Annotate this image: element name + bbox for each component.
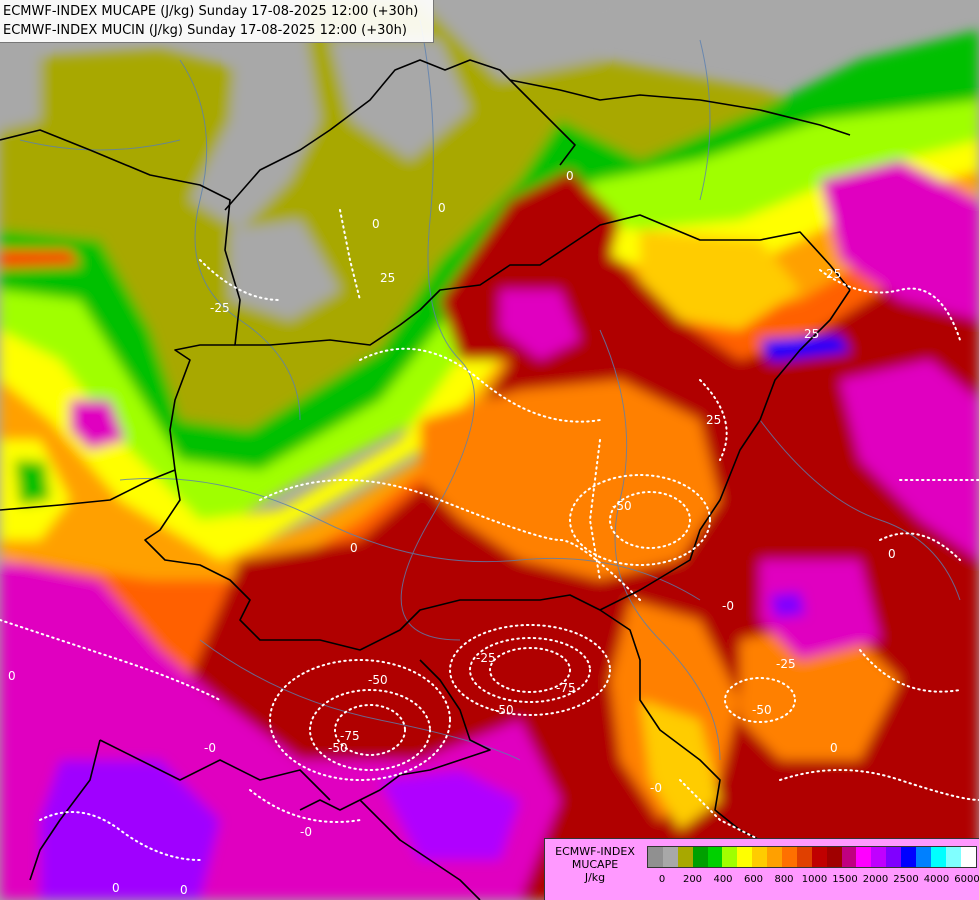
title-line-cin: ECMWF-INDEX MUCIN (J/kg) Sunday 17-08-20…	[3, 23, 407, 38]
legend-tick-label: 800	[774, 874, 794, 885]
field-grey-patch-5	[0, 40, 40, 130]
legend-swatch	[752, 847, 768, 867]
country-borders	[0, 59, 851, 900]
legend-swatch	[930, 847, 946, 867]
field-grey-patch-2	[230, 220, 340, 320]
legend-tick-label: 1000	[801, 874, 828, 885]
legend-swatch	[692, 847, 708, 867]
legend-tick-label: 4000	[923, 874, 950, 885]
legend-swatch	[841, 847, 857, 867]
legend-swatch	[677, 847, 693, 867]
contour-label: -50	[368, 673, 388, 687]
field-grey-patch-1	[190, 0, 320, 230]
contour-label: -25	[210, 301, 230, 315]
legend-swatch	[945, 847, 961, 867]
contour-label: -50	[494, 703, 514, 717]
legend-swatch	[886, 847, 902, 867]
field-yellow-band-east	[640, 230, 800, 330]
contour-label: 25	[706, 413, 721, 427]
color-legend: ECMWF-INDEX MUCAPE J/kg 0 200 400 600 800 100…	[544, 838, 979, 900]
contour-label: -0	[204, 741, 216, 755]
contour-label: -75	[556, 681, 576, 695]
field-magenta-west	[70, 400, 125, 450]
contour-label: 0	[180, 883, 188, 897]
legend-swatch	[707, 847, 723, 867]
field-grey-patch-3	[330, 40, 470, 160]
contour-label: -50	[752, 703, 772, 717]
field-yellow-east	[640, 700, 720, 830]
contour-label: 0	[438, 201, 446, 215]
contour-label: 0	[566, 169, 574, 183]
contour-label: -75	[340, 729, 360, 743]
legend-tick-label: 2500	[893, 874, 919, 885]
legend-title-line1: ECMWF-INDEX	[555, 845, 635, 858]
legend-swatch	[871, 847, 887, 867]
contour-label: 25	[804, 327, 819, 341]
map-title-box: ECMWF-INDEX MUCAPE (J/kg) Sunday 17-08-2…	[0, 0, 434, 43]
contour-label: 25	[826, 267, 841, 281]
legend-tick-label: 2000	[862, 874, 889, 885]
legend-tick-label: 400	[713, 874, 733, 885]
legend-swatch	[782, 847, 797, 867]
legend-unit: J/kg	[584, 871, 606, 884]
field-red-strip-west	[0, 250, 80, 268]
field-green-west	[15, 460, 50, 505]
field-magenta-ne	[820, 160, 979, 320]
contour-label: 0	[8, 669, 16, 683]
field-magenta-se	[760, 560, 880, 660]
contour-label: 0	[830, 741, 838, 755]
legend-ticks: 0 200 400 600 800 1000 1500 2000 2500 4000 6000	[647, 874, 979, 888]
rivers	[19, 19, 961, 761]
field-olive	[0, 0, 880, 470]
field-grey-patch-4	[420, 0, 600, 80]
legend-swatch	[916, 847, 931, 867]
legend-swatch	[796, 847, 812, 867]
field-orange-se	[740, 620, 900, 760]
contour-label: -0	[722, 599, 734, 613]
legend-swatch	[856, 847, 872, 867]
contour-label: -50	[328, 741, 348, 755]
field-blue-spot	[760, 335, 850, 362]
contour-label: -0	[300, 825, 312, 839]
legend-swatch	[648, 847, 663, 867]
legend-tick-label: 6000	[954, 874, 979, 885]
field-purple-s	[380, 770, 520, 860]
legend-tick-label: 200	[682, 874, 703, 885]
legend-swatch	[960, 847, 976, 867]
field-blue-spot-2	[770, 592, 805, 618]
contour-label: -50	[612, 499, 632, 513]
contour-label: -25	[476, 651, 496, 665]
legend-swatch	[767, 847, 783, 867]
cin-contours	[0, 209, 979, 861]
legend-title: ECMWF-INDEX MUCAPE J/kg	[545, 845, 645, 884]
contour-label: -0	[650, 781, 662, 795]
title-line-cape: ECMWF-INDEX MUCAPE (J/kg) Sunday 17-08-2…	[3, 4, 419, 19]
legend-swatch	[826, 847, 842, 867]
contour-label: 0	[350, 541, 358, 555]
contour-label: 0	[372, 217, 380, 231]
field-purple-sw	[40, 760, 220, 900]
field-orange-hungary	[420, 380, 720, 580]
legend-title-line2: MUCAPE	[571, 858, 619, 871]
contour-label: 0	[112, 881, 120, 895]
legend-swatch	[722, 847, 738, 867]
field-magenta-center	[500, 290, 580, 360]
contour-label: 0	[888, 547, 896, 561]
contour-label-group: 0 0 0 0 25 25 25 25 -25 -25 -25 -50 -50 …	[8, 169, 896, 897]
legend-swatch	[662, 847, 678, 867]
legend-tick-label: 0	[658, 874, 666, 885]
legend-swatch	[901, 847, 917, 867]
legend-tick-label: 1500	[832, 874, 858, 885]
legend-swatch	[811, 847, 827, 867]
legend-swatch	[737, 847, 753, 867]
legend-tick-label: 600	[743, 874, 764, 885]
field-magenta-e	[840, 360, 979, 560]
legend-swatches	[647, 846, 977, 868]
contour-label: 25	[380, 271, 395, 285]
contour-label: -25	[776, 657, 796, 671]
